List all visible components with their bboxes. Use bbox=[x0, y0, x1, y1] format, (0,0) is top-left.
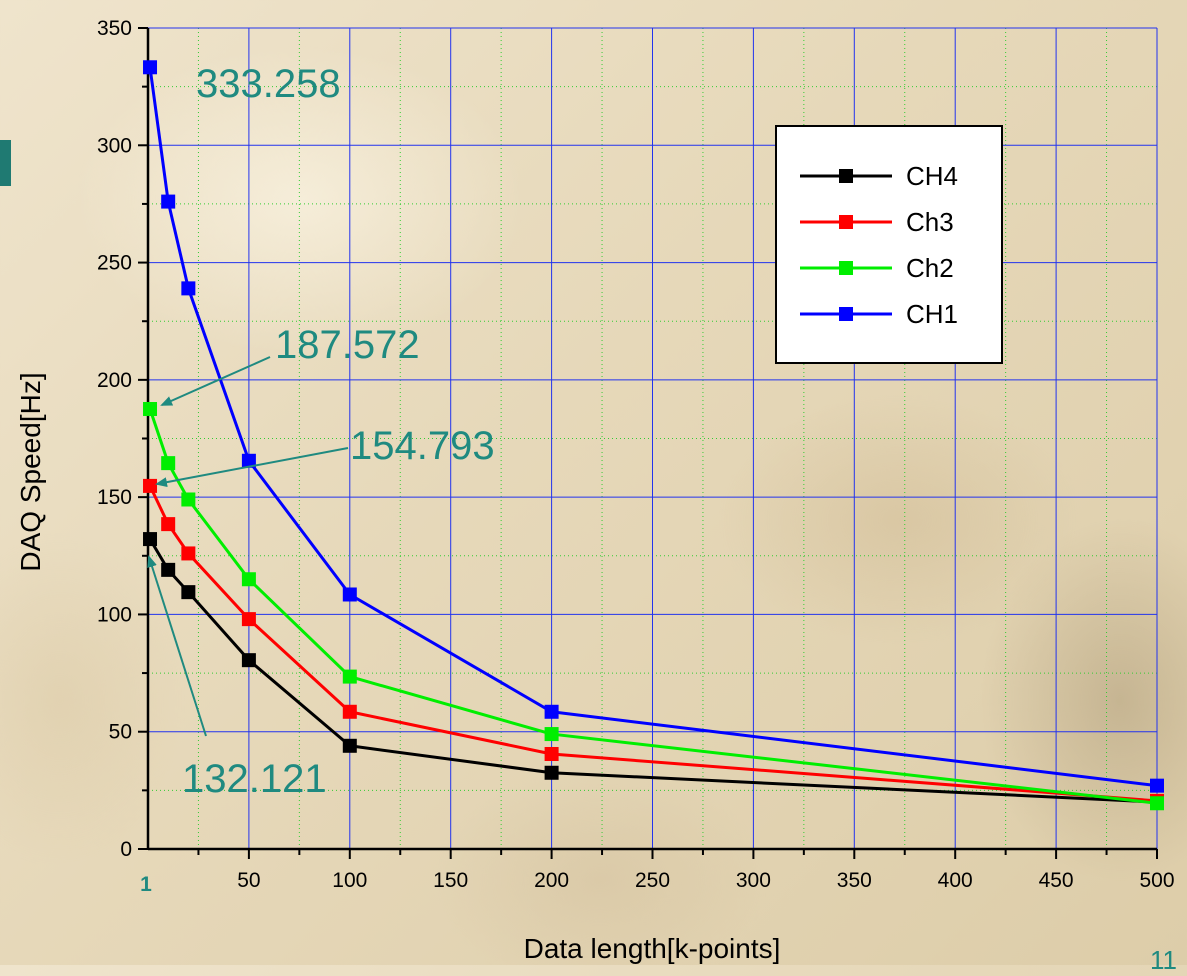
series-line-ch1 bbox=[148, 67, 1158, 788]
annotation-arrow bbox=[155, 447, 349, 488]
x-tick-label: 450 bbox=[1039, 869, 1074, 892]
legend: CH4 Ch3 Ch2 CH1 bbox=[775, 125, 1003, 364]
series-ch1 bbox=[143, 60, 1164, 793]
annotation-arrow bbox=[147, 555, 207, 737]
legend-marker-ch2 bbox=[839, 261, 853, 275]
data-point-ch2 bbox=[342, 669, 357, 684]
data-point-ch2 bbox=[241, 572, 256, 587]
x-tick-label: 300 bbox=[736, 869, 771, 892]
y-tick-label: 100 bbox=[97, 603, 132, 626]
data-point-ch4 bbox=[342, 738, 357, 753]
x-tick-label: 150 bbox=[433, 869, 468, 892]
y-tick-label: 50 bbox=[109, 721, 132, 744]
data-point-ch3 bbox=[161, 517, 176, 532]
data-point-ch3 bbox=[544, 746, 559, 761]
legend-marker-ch4 bbox=[839, 169, 853, 183]
y-tick-label: 300 bbox=[97, 134, 132, 157]
data-point-ch2 bbox=[1150, 796, 1164, 811]
x-tick-label: 400 bbox=[938, 869, 973, 892]
annotation-label: 132.121 bbox=[182, 757, 327, 801]
series-ch2 bbox=[143, 402, 1164, 811]
legend-marker-ch1 bbox=[839, 307, 853, 321]
legend-label-ch1: CH1 bbox=[906, 299, 958, 329]
tick-labels: 50 100 150 200 250 300 350 400 450 500 10 50 100 150 2… bbox=[97, 17, 1175, 896]
data-point-ch3 bbox=[241, 612, 256, 627]
x-tick-label: 250 bbox=[635, 869, 670, 892]
annotation-label: 187.572 bbox=[275, 323, 420, 367]
data-point-ch4 bbox=[241, 653, 256, 668]
series-line-ch3 bbox=[148, 485, 1158, 803]
tick-marks bbox=[138, 27, 1158, 859]
data-point-ch4 bbox=[544, 765, 559, 780]
data-point-ch4 bbox=[161, 562, 176, 577]
annotation-arrow bbox=[160, 356, 271, 406]
data-point-ch4 bbox=[143, 532, 158, 547]
data-point-ch3 bbox=[342, 704, 357, 719]
data-point-ch1 bbox=[143, 60, 158, 75]
data-point-ch1 bbox=[181, 281, 196, 296]
legend-label-ch4: CH4 bbox=[906, 161, 958, 191]
x-tick-label: 350 bbox=[837, 869, 872, 892]
data-point-ch2 bbox=[544, 727, 559, 742]
x-tick-label: 500 bbox=[1139, 869, 1174, 892]
series-layer bbox=[143, 60, 1164, 811]
legend-label-ch2: Ch2 bbox=[906, 253, 954, 283]
x-tick-label-first: 1 bbox=[140, 873, 152, 896]
major-gridlines bbox=[148, 27, 1158, 849]
legend-box bbox=[775, 125, 1003, 364]
x-tick-label: 100 bbox=[332, 869, 367, 892]
data-point-ch2 bbox=[143, 402, 158, 417]
data-point-ch1 bbox=[1150, 778, 1164, 793]
data-point-ch3 bbox=[143, 478, 158, 493]
slide-accent-bar bbox=[0, 140, 11, 186]
y-tick-label: 200 bbox=[97, 369, 132, 392]
data-point-ch1 bbox=[544, 704, 559, 719]
y-tick-label: 0 bbox=[120, 838, 132, 861]
y-axis-label: DAQ Speed[Hz] bbox=[15, 372, 46, 571]
annotation-label: 333.258 bbox=[196, 62, 341, 106]
y-tick-label: 150 bbox=[97, 486, 132, 509]
x-tick-label: 200 bbox=[534, 869, 569, 892]
y-tick-label: 350 bbox=[97, 17, 132, 40]
data-point-ch3 bbox=[181, 546, 196, 561]
x-tick-label: 50 bbox=[237, 869, 260, 892]
annotations-layer: 333.258 187.572 154.793 132.121 bbox=[147, 62, 495, 801]
data-point-ch2 bbox=[181, 492, 196, 507]
data-point-ch4 bbox=[181, 585, 196, 600]
annotation-label: 154.793 bbox=[350, 424, 495, 468]
data-point-ch1 bbox=[161, 194, 176, 209]
slide-page-number: 11 bbox=[1150, 945, 1177, 975]
data-point-ch1 bbox=[241, 453, 256, 468]
legend-label-ch3: Ch3 bbox=[906, 207, 954, 237]
legend-marker-ch3 bbox=[839, 215, 853, 229]
x-axis-label: Data length[k-points] bbox=[524, 933, 781, 964]
y-tick-label: 250 bbox=[97, 252, 132, 275]
data-point-ch1 bbox=[342, 587, 357, 602]
data-point-ch2 bbox=[161, 456, 176, 471]
